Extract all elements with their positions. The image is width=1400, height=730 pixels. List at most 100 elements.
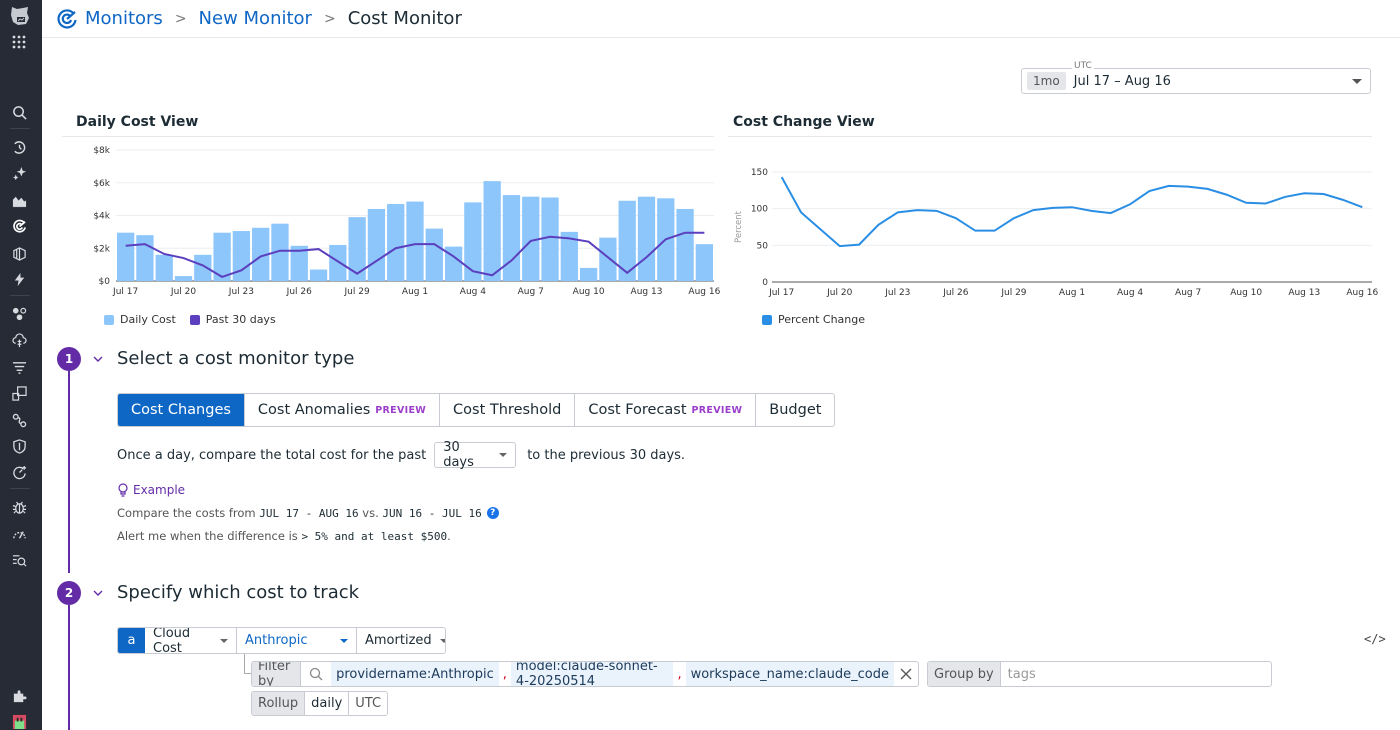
cost-type-value: Amortized [365,633,432,648]
bolt-icon[interactable] [10,270,28,288]
provider-value: Anthropic [245,633,308,648]
preview-badge: PREVIEW [375,404,427,416]
example-text: Alert me when the difference is [117,529,302,543]
legend-item-percent-change[interactable]: Percent Change [762,313,865,326]
legend-label: Past 30 days [205,313,276,326]
filter-input[interactable]: Filter by providername:Anthropic , model… [251,661,919,687]
apm-icon[interactable] [10,304,28,322]
bug-icon[interactable] [10,498,28,516]
sidebar-divider [10,295,30,296]
svg-text:Jul 23: Jul 23 [228,287,254,297]
logs-icon[interactable] [10,358,28,376]
data-source-value: Cloud Cost [153,627,191,654]
tab-label: Cost Changes [131,402,231,418]
timezone-label: UTC [1072,61,1094,71]
chevron-down-icon[interactable] [93,354,103,364]
example-range-previous: JUN 16 - JUL 16 [382,506,482,520]
tab-cost-anomalies[interactable]: Cost Anomalies PREVIEW [244,394,441,426]
search-icon[interactable] [10,103,28,121]
breadcrumb-new-monitor[interactable]: New Monitor [198,8,312,29]
query-connector [244,654,252,674]
cost-change-chart-plot: 0 50 100 150 Percent Jul 17 Jul 20 Jul 23 Jul 26… [734,168,1379,298]
query-editor: a Cloud Cost Anthropic Amortized [117,627,446,654]
svg-text:$4k: $4k [93,212,110,222]
step-1-connector [68,371,70,573]
data-source-select[interactable]: Cloud Cost [145,628,237,653]
time-range-picker[interactable]: UTC 1mo Jul 17 – Aug 16 [1021,61,1371,94]
legend-swatch [189,314,200,325]
group-by-label: Group by [928,662,1001,686]
cost-type-select[interactable]: Amortized [357,628,445,653]
svg-text:Aug 16: Aug 16 [688,287,720,297]
service-map-icon[interactable] [10,411,28,429]
group-by-placeholder: tags [1007,666,1036,682]
example-text: Compare the costs from [117,506,260,520]
monitors-icon[interactable] [10,217,28,235]
svg-text:Jul 26: Jul 26 [942,288,968,298]
gauge-icon[interactable] [10,525,28,543]
sentence-suffix: to the previous 30 days. [527,447,686,463]
integrations-icon[interactable] [10,384,28,402]
cost-change-chart[interactable]: 0 50 100 150 Percent Jul 17 Jul 20 Jul 23 Jul 26… [728,140,1379,300]
svg-text:Aug 1: Aug 1 [1059,288,1085,298]
evaluation-sentence: Once a day, compare the total cost for t… [117,440,686,470]
example-alert-line: Alert me when the difference is > 5% and… [117,529,451,543]
tab-cost-threshold[interactable]: Cost Threshold [440,394,576,426]
chevron-right-icon: > [174,10,187,27]
period-select[interactable]: 30 days [434,440,517,470]
tab-cost-changes[interactable]: Cost Changes [118,394,245,426]
avatar[interactable] [10,712,28,730]
group-by-input[interactable]: Group by tags [927,661,1272,687]
tab-cost-forecast[interactable]: Cost Forecast PREVIEW [575,394,757,426]
period-value: 30 days [443,440,474,470]
svg-text:Jul 17: Jul 17 [112,287,138,297]
dashboard-chart-icon[interactable] [10,191,28,209]
breadcrumb-monitors[interactable]: Monitors [85,8,163,29]
clear-filter-icon[interactable] [894,668,918,680]
chevron-down-icon [439,638,445,643]
infrastructure-icon[interactable] [10,244,28,262]
datadog-logo[interactable] [8,4,32,28]
example-toggle[interactable]: Example [117,483,185,497]
filter-chip[interactable]: workspace_name:claude_code [685,662,894,686]
svg-text:Aug 13: Aug 13 [1288,288,1320,298]
svg-text:Aug 13: Aug 13 [631,287,663,297]
synthetics-icon[interactable] [10,463,28,481]
tab-budget[interactable]: Budget [756,394,835,426]
provider-select[interactable]: Anthropic [237,628,357,653]
code-toggle-icon[interactable]: </> [1364,632,1386,646]
help-icon[interactable]: ? [486,507,499,519]
daily-cost-chart[interactable]: $0 $2k $4k $6k $8k Jul 17 Jul 20 Jul 23 Jul 26 Ju… [70,140,720,300]
legend-label: Daily Cost [120,313,176,326]
step-2-badge: 2 [57,581,81,605]
svg-text:Aug 10: Aug 10 [1230,288,1262,298]
rollup-value[interactable]: daily [305,692,350,715]
apps-grid-icon[interactable] [12,35,26,49]
svg-text:$0: $0 [99,277,111,287]
monitor-type-tabs: Cost Changes Cost Anomalies PREVIEW Cost … [117,393,836,427]
legend-item-past-30-days[interactable]: Past 30 days [189,313,276,326]
svg-text:Jul 29: Jul 29 [344,287,370,297]
security-icon[interactable] [10,437,28,455]
example-text: . [447,529,451,543]
svg-text:100: 100 [751,205,768,215]
tab-label: Cost Anomalies [257,402,371,418]
svg-text:$6k: $6k [93,179,110,189]
sparkle-icon[interactable] [10,164,28,182]
svg-text:Jul 26: Jul 26 [286,287,312,297]
filter-chip[interactable]: providername:Anthropic [331,662,499,686]
extensions-icon[interactable] [10,686,28,704]
svg-text:$2k: $2k [93,244,110,254]
rollup-timezone[interactable]: UTC [355,696,382,711]
chevron-down-icon[interactable] [93,588,103,598]
lightbulb-icon [118,483,128,497]
filter-separator: , [502,666,507,682]
history-icon[interactable] [10,138,28,156]
page-title: Cost Monitor [347,8,462,29]
svg-text:Jul 20: Jul 20 [826,288,852,298]
watchdog-icon[interactable] [10,551,28,569]
filter-separator: , [677,666,682,682]
cloud-cost-icon[interactable] [10,331,28,349]
legend-item-daily-cost[interactable]: Daily Cost [104,313,176,326]
filter-chip[interactable]: model:claude-sonnet-4-20250514 [510,662,674,686]
